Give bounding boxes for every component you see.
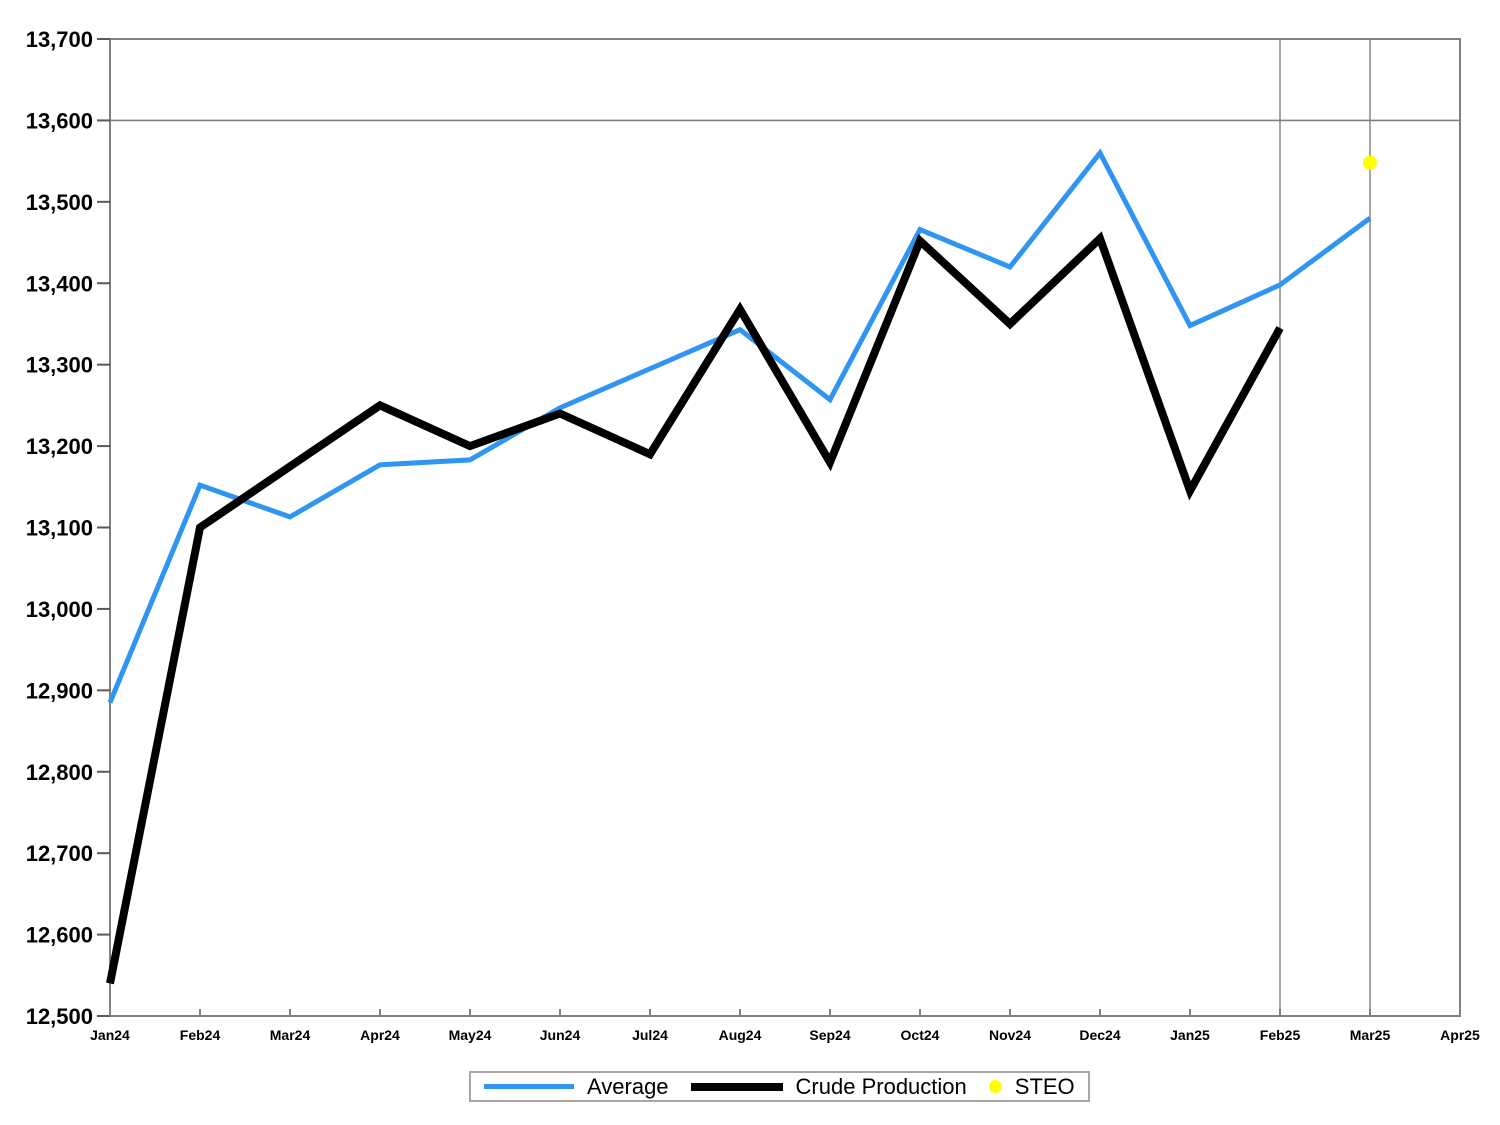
y-axis-label: 12,500 — [26, 1004, 93, 1029]
y-axis-label: 12,800 — [26, 760, 93, 785]
legend-item-crude-production: Crude Production — [690, 1073, 967, 1099]
y-axis-label: 13,600 — [26, 108, 93, 133]
y-axis-label: 13,700 — [26, 27, 93, 52]
steo-point — [1363, 155, 1377, 170]
legend-label-steo: STEO — [1014, 1073, 1075, 1099]
y-axis-label: 12,600 — [26, 923, 93, 948]
y-axis-label: 13,300 — [26, 353, 93, 378]
x-axis-label: Oct24 — [901, 1027, 940, 1043]
x-axis-label: Apr24 — [360, 1027, 400, 1043]
x-axis-label: Jun24 — [540, 1027, 581, 1043]
legend-label-average: Average — [587, 1073, 669, 1099]
legend-item-steo: STEO — [988, 1073, 1075, 1099]
chart-legend: Average Crude Production STEO — [469, 1071, 1090, 1102]
average-line-swatch — [484, 1084, 574, 1089]
x-axis-label: Feb25 — [1260, 1027, 1301, 1043]
crude-production-line — [106, 231, 1284, 985]
legend-item-average: Average — [484, 1073, 669, 1099]
x-axis-label: Dec24 — [1079, 1027, 1120, 1043]
x-axis-label: Mar24 — [270, 1027, 311, 1043]
plot-border — [109, 38, 1461, 1017]
x-axis-label: Jan24 — [90, 1027, 130, 1043]
legend-label-crude-production: Crude Production — [795, 1073, 967, 1099]
crude-production-line-swatch — [690, 1082, 783, 1091]
y-axis-label: 13,100 — [26, 516, 93, 541]
x-axis-label: Feb24 — [180, 1027, 221, 1043]
x-axis-label: Sep24 — [809, 1027, 850, 1043]
y-axis-label: 12,900 — [26, 678, 93, 703]
y-axis-label: 13,200 — [26, 434, 93, 459]
average-line — [107, 148, 1372, 704]
x-axis-label: Jan25 — [1170, 1027, 1210, 1043]
y-axis-label: 13,000 — [26, 597, 93, 622]
x-axis-label: Jul24 — [632, 1027, 668, 1043]
x-axis-label: Nov24 — [989, 1027, 1031, 1043]
x-axis-label: May24 — [449, 1027, 492, 1043]
y-axis-label: 13,400 — [26, 271, 93, 296]
x-axis-label: Apr25 — [1440, 1027, 1480, 1043]
steo-dot-swatch — [988, 1080, 1002, 1093]
y-axis-label: 13,500 — [26, 190, 93, 215]
y-axis-label: 12,700 — [26, 841, 93, 866]
x-axis-label: Aug24 — [719, 1027, 762, 1043]
x-axis-label: Mar25 — [1350, 1027, 1391, 1043]
